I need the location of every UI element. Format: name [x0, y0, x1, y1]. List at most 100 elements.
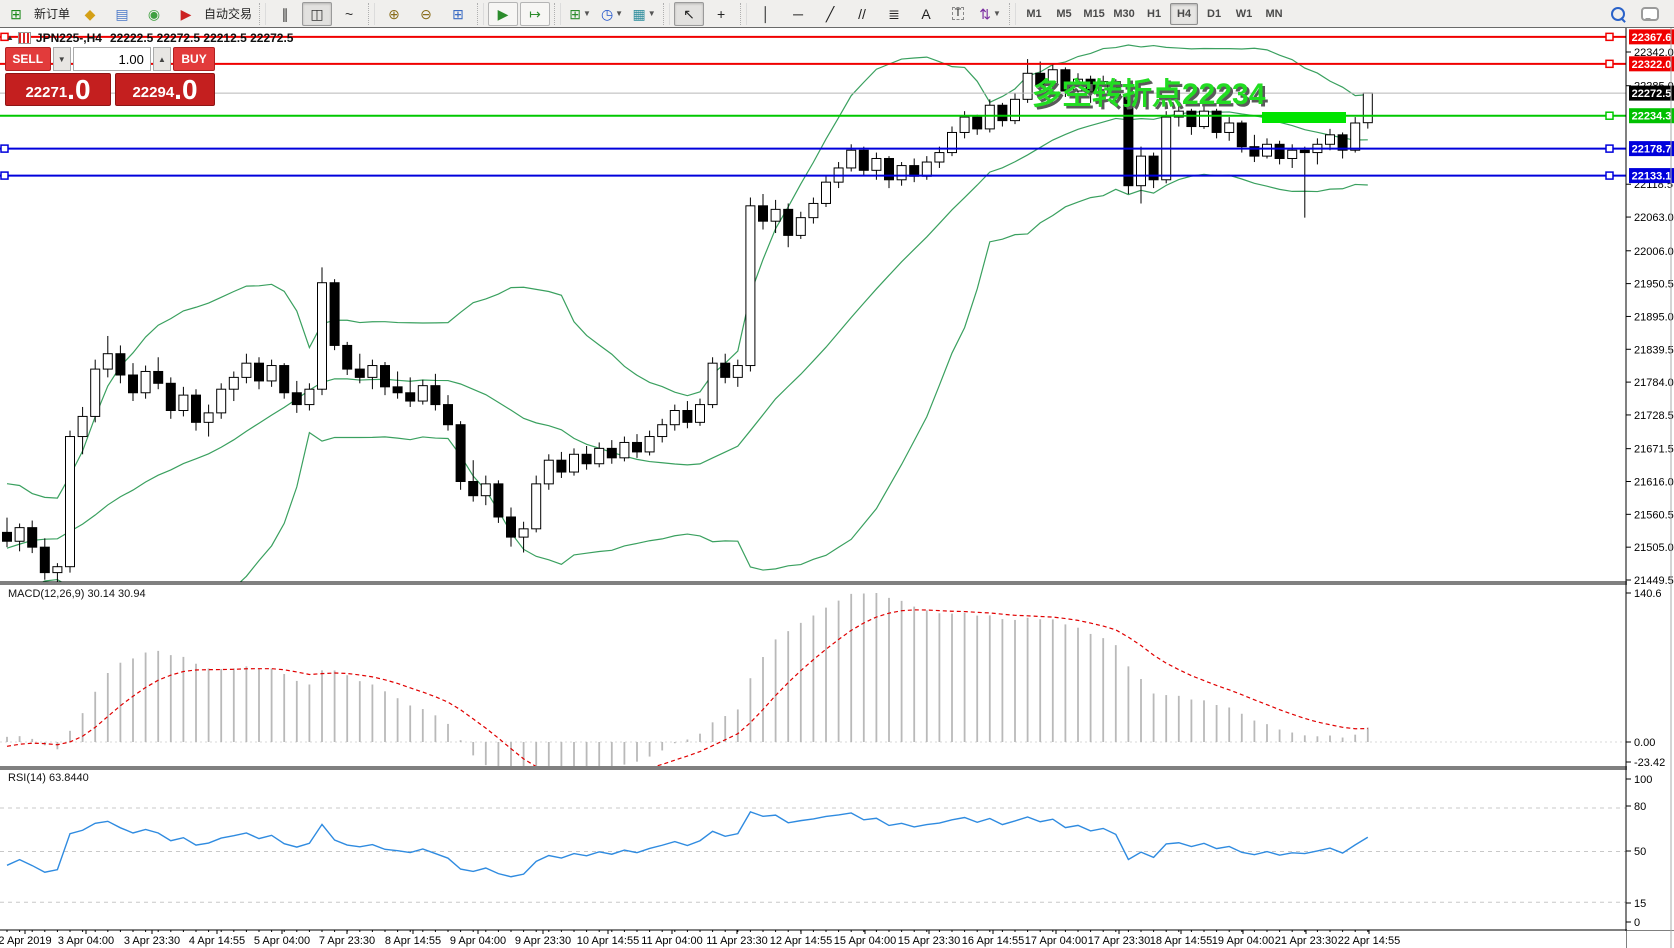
collapse-triangle-icon[interactable]: ▲ [6, 33, 14, 42]
candle-body [506, 516, 516, 538]
trendline-button[interactable]: ╱ [815, 2, 845, 26]
chat-button[interactable] [1635, 2, 1665, 26]
highlight-rectangle[interactable] [1262, 112, 1346, 123]
line-handle[interactable] [0, 171, 9, 180]
line-handle[interactable] [1605, 32, 1614, 42]
sell-button[interactable]: SELL [5, 47, 51, 71]
candle-body [1035, 72, 1046, 86]
candle-body [947, 131, 957, 154]
bar-chart-type-button[interactable]: ∥ [270, 2, 300, 26]
candle-body [858, 149, 869, 171]
timeframe-m1[interactable]: M1 [1026, 7, 1042, 20]
zoom-out-button[interactable]: ⊖ [411, 2, 441, 26]
candle-body [493, 483, 504, 518]
new-order-button[interactable]: ⊞ [1, 2, 31, 26]
line-handle[interactable] [1605, 111, 1614, 120]
price-tick-label: 21616.0 [1634, 476, 1674, 488]
new-chart-button[interactable]: ⊞ ▼ [565, 2, 595, 26]
timeframe-h1[interactable]: H1 [1147, 7, 1162, 20]
text-button[interactable]: A [911, 2, 941, 26]
price-label-22234.3: 22234.3 [1632, 111, 1672, 123]
price-tick-label: 21728.5 [1634, 410, 1674, 422]
search-icon [1611, 6, 1625, 21]
search-button[interactable] [1603, 2, 1633, 26]
candle-body [39, 546, 50, 574]
line-handle[interactable] [0, 32, 9, 42]
hline-objects [0, 32, 1626, 180]
time-label: 3 Apr 04:00 [58, 935, 114, 947]
sell-price-display[interactable]: 22271 .0 [5, 73, 111, 106]
chart-shift-button[interactable]: ↦ [520, 1, 551, 26]
text-label-icon: T [951, 7, 965, 20]
candle-body [1110, 81, 1121, 98]
timeframe-mn[interactable]: MN [1265, 7, 1283, 20]
zoom-in-button[interactable]: ⊕ [379, 2, 409, 26]
timeframe-m15[interactable]: M15 [1083, 7, 1105, 20]
publish-chart-icon: ▤ [115, 5, 129, 22]
indicator-tick-label: 15 [1634, 898, 1646, 910]
timeframe-m30[interactable]: M30 [1113, 7, 1135, 20]
time-label: 11 Apr 23:30 [706, 935, 768, 947]
candle-body [732, 365, 743, 378]
timeframe-w1[interactable]: W1 [1235, 7, 1253, 20]
line-handle[interactable] [0, 144, 9, 153]
candle-body [1362, 92, 1373, 124]
volume-dropdown-button[interactable]: ▼ [52, 47, 71, 71]
time-label: 21 Apr 23:30 [1275, 935, 1337, 947]
candle-chart-type-button[interactable]: ◫ [302, 1, 333, 26]
time-label: 15 Apr 23:30 [898, 935, 960, 947]
autotrading-button-label: 自动交易 [204, 7, 253, 21]
price-label-22322.0: 22322.0 [1632, 59, 1672, 71]
buy-price-display[interactable]: 22294 .0 [115, 73, 215, 106]
annotation-shadow: 多空转折点22234 [1035, 81, 1269, 114]
templates-button[interactable]: ▦ ▼ [629, 2, 659, 26]
timeframe-m5[interactable]: M5 [1056, 7, 1072, 20]
candle-body [569, 453, 579, 473]
time-label: 7 Apr 23:30 [319, 935, 375, 947]
price-label-box [1629, 168, 1674, 184]
vertical-line-button[interactable]: │ [751, 2, 781, 26]
text-label-button[interactable]: T [943, 2, 973, 26]
candle-body [921, 161, 932, 177]
line-chart-type-button[interactable]: ~ [334, 2, 364, 26]
timeframe-d1[interactable]: D1 [1207, 7, 1222, 20]
auto-scroll-icon: ▶ [497, 5, 509, 22]
time-label: 3 Apr 23:30 [124, 935, 180, 947]
volume-input[interactable] [72, 47, 151, 71]
toolbar-right-group [1602, 2, 1666, 26]
volume-up-button[interactable]: ▲ [152, 47, 172, 71]
horizontal-line-icon: ─ [793, 5, 803, 22]
candle-body [14, 527, 25, 542]
arrows-button[interactable]: ⇅ ▼ [975, 2, 1005, 26]
price-tick-label: 21671.5 [1634, 444, 1674, 456]
publish-chart-button[interactable]: ▤ [107, 2, 137, 26]
candle-body [644, 436, 655, 453]
channel-icon: // [858, 5, 866, 22]
crosshair-button[interactable]: + [706, 2, 736, 26]
candle-body [1073, 78, 1083, 92]
autotrading-button[interactable]: ▶ [171, 2, 201, 26]
annotation-text[interactable]: 多空转折点22234 [1032, 78, 1266, 111]
auto-scroll-button[interactable]: ▶ [488, 1, 519, 26]
period-button[interactable]: ◷ ▼ [597, 2, 627, 26]
timeframe-h4[interactable]: H4 [1170, 2, 1199, 25]
signals-button[interactable]: ◉ [139, 2, 169, 26]
buy-button[interactable]: BUY [173, 47, 215, 71]
toolbar-separator [259, 2, 267, 25]
candle-body [821, 181, 831, 204]
tile-windows-button[interactable]: ⊞ [443, 2, 473, 26]
fibonacci-button[interactable]: ≣ [879, 2, 909, 26]
line-handle[interactable] [1605, 171, 1614, 180]
crayon-icon[interactable]: ◆ [75, 2, 105, 26]
candle-body [405, 392, 416, 402]
line-handle[interactable] [1605, 59, 1614, 69]
candle-body [115, 353, 126, 376]
horizontal-line-button[interactable]: ─ [783, 2, 813, 26]
candle-body [1022, 72, 1033, 100]
buy-price-big: .0 [174, 74, 198, 105]
chat-icon [1641, 6, 1659, 21]
line-handle[interactable] [1605, 144, 1614, 153]
cursor-button[interactable]: ↖ [674, 1, 705, 26]
indicator-tick-label: 0 [1634, 917, 1640, 929]
channel-button[interactable]: // [847, 2, 877, 26]
